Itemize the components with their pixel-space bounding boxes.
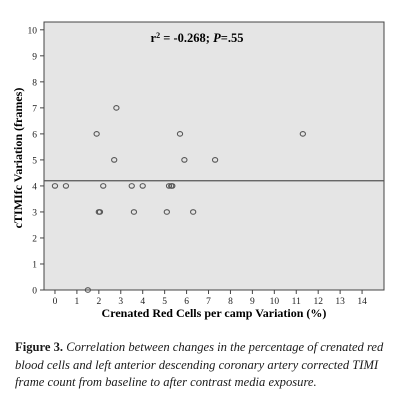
data-point xyxy=(111,157,118,163)
data-point xyxy=(62,183,70,189)
data-point xyxy=(113,105,120,111)
x-tick-label: 9 xyxy=(250,297,255,307)
caption-text: Correlation between changes in the perce… xyxy=(15,340,384,390)
data-point xyxy=(176,131,184,137)
data-point xyxy=(139,183,146,189)
data-point xyxy=(169,183,176,189)
x-tick-label: 6 xyxy=(184,297,189,307)
x-tick-label: 11 xyxy=(292,297,301,307)
caption-label: Figure 3. xyxy=(15,340,64,354)
y-tick-label: 7 xyxy=(32,104,37,114)
plot-area xyxy=(43,21,385,291)
y-tick-label: 9 xyxy=(32,52,37,62)
data-point xyxy=(163,209,170,215)
data-point xyxy=(181,157,188,163)
x-tick-label: 5 xyxy=(162,297,167,307)
y-axis: 0 1 2 3 4 5 6 7 8 9 10 xyxy=(28,26,44,297)
data-point xyxy=(128,183,135,189)
data-point xyxy=(96,209,104,215)
x-tick-label: 13 xyxy=(335,297,345,307)
x-tick-label: 0 xyxy=(53,297,58,307)
x-tick-label: 1 xyxy=(75,297,80,307)
x-axis: 0 1 2 3 4 5 6 7 8 9 10 11 12 13 14 xyxy=(53,290,367,307)
x-tick-label: 3 xyxy=(118,297,123,307)
y-tick-label: 10 xyxy=(28,26,38,36)
y-axis-label: cTIMIfc Variation (frames) xyxy=(11,88,25,229)
x-tick-label: 4 xyxy=(140,297,145,307)
y-tick-label: 5 xyxy=(32,156,37,166)
figure-caption: Figure 3. Correlation between changes in… xyxy=(15,339,403,392)
y-tick-label: 1 xyxy=(32,260,37,270)
x-axis-label: Crenated Red Cells per camp Variation (%… xyxy=(102,306,327,320)
x-tick-label: 7 xyxy=(206,297,211,307)
data-point xyxy=(165,183,173,189)
y-tick-label: 4 xyxy=(32,182,37,192)
y-tick-label: 8 xyxy=(32,78,37,88)
data-point xyxy=(100,183,107,189)
data-points xyxy=(51,105,306,293)
y-tick-label: 0 xyxy=(32,287,37,297)
y-tick-label: 2 xyxy=(32,234,37,244)
x-tick-label: 12 xyxy=(313,297,323,307)
x-tick-label: 14 xyxy=(357,297,367,307)
data-point xyxy=(51,183,59,189)
x-tick-label: 10 xyxy=(270,297,280,307)
x-tick-label: 2 xyxy=(96,297,101,307)
data-point xyxy=(299,131,306,137)
y-tick-label: 6 xyxy=(32,130,37,140)
x-tick-label: 8 xyxy=(228,297,233,307)
data-point xyxy=(130,209,138,215)
data-point xyxy=(84,287,92,293)
y-tick-label: 3 xyxy=(32,208,37,218)
data-point xyxy=(211,157,219,163)
correlation-annotation: r2 = -0.268; P=.55 xyxy=(151,31,244,46)
data-point xyxy=(190,209,197,215)
data-point xyxy=(93,131,100,137)
